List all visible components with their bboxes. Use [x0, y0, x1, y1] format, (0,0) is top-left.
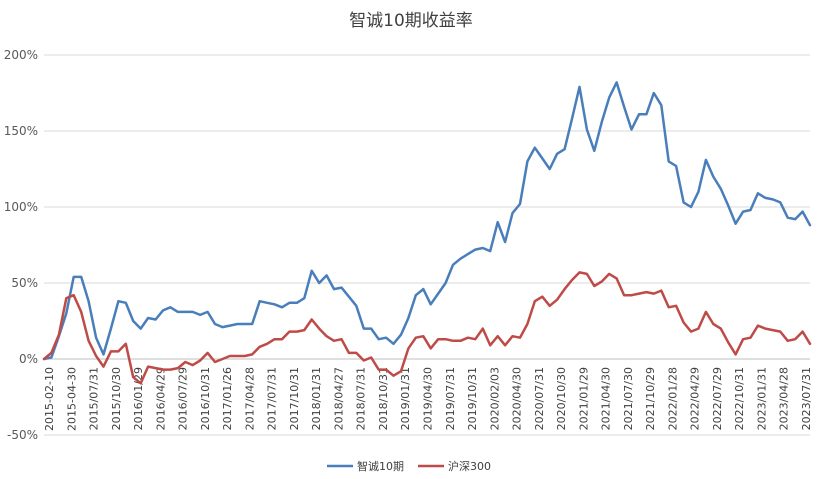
x-tick-label: 2015-04-30 [65, 367, 78, 431]
x-tick-label: 2020/02/03 [488, 367, 501, 430]
x-tick-label: 2021/07/30 [622, 367, 635, 430]
x-tick-label: 2020/04/30 [511, 367, 524, 430]
x-tick-label: 2021/10/29 [644, 367, 657, 430]
x-tick-label: 2018/07/31 [355, 367, 368, 430]
series-lines [42, 81, 812, 385]
x-tick: 2018/07/31 [355, 367, 368, 430]
x-tick: 2016/10/31 [199, 367, 212, 430]
x-tick: 2022/10/31 [733, 367, 746, 430]
x-tick-label: 2017/10/31 [288, 367, 301, 430]
y-tick-label: 200% [4, 48, 38, 62]
y-tick-label: 150% [4, 124, 38, 138]
x-tick: 2018/01/31 [310, 367, 323, 430]
x-tick: 2015/10/30 [110, 367, 123, 430]
x-tick-label: 2015-02-10 [43, 367, 56, 431]
x-tick: 2020/10/30 [555, 367, 568, 430]
x-tick: 2018/10/31 [377, 367, 390, 430]
x-tick: 2022/07/29 [711, 367, 724, 430]
y-tick-label: 0% [19, 352, 38, 366]
x-tick-label: 2022/07/29 [711, 367, 724, 430]
y-axis-ticks: -50% 0% 50% 100% 150% 200% [4, 48, 38, 442]
x-tick: 2020/02/03 [488, 367, 501, 430]
x-tick: 2015-02-10 [43, 367, 56, 431]
series-line-zhicheng10 [42, 81, 812, 361]
x-tick: 2021/07/30 [622, 367, 635, 430]
x-tick: 2021/04/30 [600, 367, 613, 430]
x-tick-label: 2016/10/31 [199, 367, 212, 430]
gridlines [44, 54, 810, 436]
x-tick: 2023/07/31 [800, 367, 813, 430]
x-tick: 2015-04-30 [65, 367, 78, 431]
x-tick: 2019/07/31 [444, 367, 457, 430]
x-tick-label: 2018/01/31 [310, 367, 323, 430]
x-tick: 2017/04/28 [243, 367, 256, 430]
legend: 智诚10期 沪深300 [327, 459, 491, 473]
x-tick-label: 2019/07/31 [444, 367, 457, 430]
x-tick: 2021/10/29 [644, 367, 657, 430]
x-tick-label: 2021/01/29 [577, 367, 590, 430]
legend-label: 沪深300 [448, 459, 491, 473]
x-tick: 2019/10/31 [466, 367, 479, 430]
legend-label: 智诚10期 [357, 459, 404, 473]
x-tick-label: 2015/07/31 [88, 367, 101, 430]
x-tick-label: 2018/10/31 [377, 367, 390, 430]
x-tick: 2015/07/31 [88, 367, 101, 430]
x-tick-label: 2018/04/27 [332, 367, 345, 430]
x-tick: 2022/04/29 [689, 367, 702, 430]
x-tick-label: 2015/10/30 [110, 367, 123, 430]
x-tick-label: 2019/04/30 [422, 367, 435, 430]
x-tick: 2017/10/31 [288, 367, 301, 430]
x-tick-label: 2023/07/31 [800, 367, 813, 430]
x-tick: 2023/04/28 [778, 367, 791, 430]
x-axis-ticks: 2015-02-10 2015-04-30 2015/07/31 2015/10/30… [43, 367, 813, 431]
y-tick-label: -50% [7, 428, 38, 442]
x-tick-label: 2021/04/30 [600, 367, 613, 430]
x-tick-label: 2019/10/31 [466, 367, 479, 430]
x-tick-label: 2022/01/28 [666, 367, 679, 430]
x-tick: 2022/01/28 [666, 367, 679, 430]
x-tick-label: 2017/01/26 [221, 367, 234, 430]
y-tick-label: 50% [11, 276, 38, 290]
x-tick-label: 2020/07/31 [533, 367, 546, 430]
x-tick: 2016/04/29 [154, 367, 167, 430]
x-tick: 2017/01/26 [221, 367, 234, 430]
x-tick-label: 2017/04/28 [243, 367, 256, 430]
chart-title: 智诚10期收益率 [349, 11, 473, 31]
x-tick: 2020/04/30 [511, 367, 524, 430]
x-tick: 2023/01/31 [755, 367, 768, 430]
x-tick-label: 2022/04/29 [689, 367, 702, 430]
x-tick-label: 2023/04/28 [778, 367, 791, 430]
x-tick-label: 2016/07/29 [177, 367, 190, 430]
series-line-hs300 [42, 271, 812, 385]
x-tick-label: 2017/07/31 [266, 367, 279, 430]
x-tick: 2018/04/27 [332, 367, 345, 430]
x-tick: 2019/04/30 [422, 367, 435, 430]
x-tick-label: 2016/04/29 [154, 367, 167, 430]
x-tick: 2016/07/29 [177, 367, 190, 430]
x-tick-label: 2019/01/31 [399, 367, 412, 430]
x-tick: 2017/07/31 [266, 367, 279, 430]
x-tick: 2020/07/31 [533, 367, 546, 430]
x-tick-label: 2022/10/31 [733, 367, 746, 430]
x-tick-label: 2020/10/30 [555, 367, 568, 430]
x-tick: 2019/01/31 [399, 367, 412, 430]
y-tick-label: 100% [4, 200, 38, 214]
x-tick-label: 2023/01/31 [755, 367, 768, 430]
x-tick: 2021/01/29 [577, 367, 590, 430]
